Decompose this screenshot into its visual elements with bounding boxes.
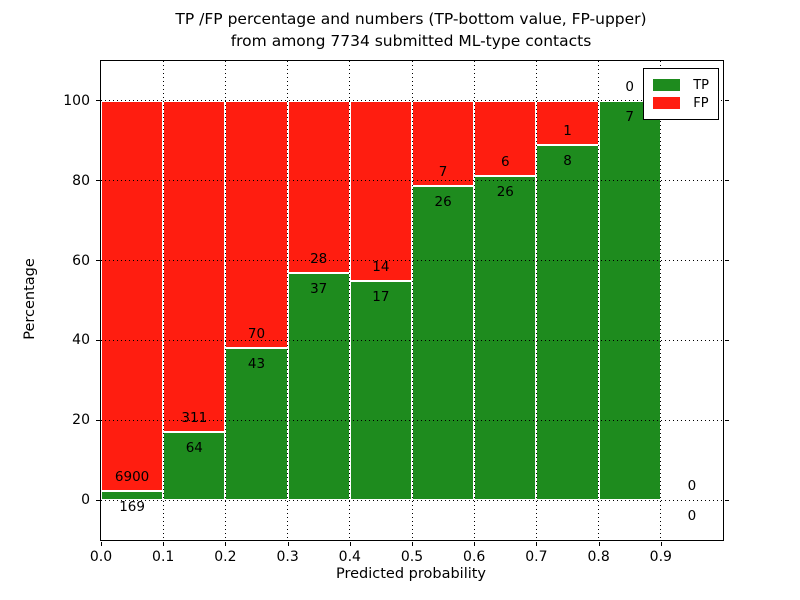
x-tick-mark (349, 542, 351, 546)
x-tick-label: 0.9 (649, 549, 672, 565)
grid-line-vertical (411, 61, 413, 540)
x-tick-label: 0.2 (214, 549, 237, 565)
annotation-tp-count: 37 (310, 280, 328, 297)
y-tick-mark-right (725, 499, 729, 501)
x-tick-label: 0.7 (525, 549, 548, 565)
y-tick-mark-left (96, 339, 100, 341)
y-tick-mark-left (96, 180, 100, 182)
annotation-tp-count: 0 (687, 508, 697, 525)
annotation-fp-count: 14 (372, 259, 390, 276)
annotation-fp-count: 28 (310, 250, 328, 267)
legend-row: TP (652, 78, 709, 92)
bar-tp-segment (598, 100, 661, 501)
bar-tp-segment (474, 175, 537, 501)
x-tick-label: 0.0 (89, 549, 113, 565)
y-tick-mark-right (725, 100, 729, 102)
y-tick-label: 60 (72, 252, 90, 269)
y-tick-label: 80 (72, 172, 90, 189)
chart-title: TP /FP percentage and numbers (TP-bottom… (175, 8, 646, 52)
y-axis-label: Percentage (22, 258, 38, 340)
x-tick-mark (598, 542, 600, 546)
y-tick-mark-right (725, 419, 729, 421)
bar-fp-segment (225, 100, 288, 349)
y-tick-mark-right (725, 260, 729, 262)
y-tick-label: 0 (81, 492, 90, 509)
annotation-tp-count: 8 (563, 153, 572, 170)
bar-tp-segment (349, 281, 412, 501)
y-tick-mark-left (96, 100, 100, 102)
bar-tp-segment (412, 185, 475, 501)
legend-swatch-tp (652, 78, 682, 92)
x-tick-mark (474, 542, 476, 546)
annotation-fp-count: 7 (438, 163, 448, 180)
x-tick-mark (101, 542, 102, 546)
bar-fp-segment (101, 100, 164, 491)
bar-fp-segment (536, 100, 599, 146)
chart-title-line1: TP /FP percentage and numbers (TP-bottom… (175, 10, 647, 28)
annotation-fp-count: 6 (501, 153, 510, 170)
bar-tp-segment (225, 348, 288, 501)
bar-tp-segment (536, 145, 599, 501)
legend-label: TP (693, 77, 709, 93)
x-tick-label: 0.6 (463, 549, 486, 565)
annotation-tp-count: 26 (434, 193, 452, 210)
legend: TP FP (643, 68, 719, 120)
x-axis-label: Predicted probability (335, 566, 487, 582)
x-tick-mark (163, 542, 165, 546)
y-tick-mark-right (725, 180, 729, 182)
x-tick-label: 0.3 (276, 549, 299, 565)
legend-row: FP (652, 96, 709, 110)
y-tick-label: 40 (72, 332, 90, 349)
grid-line-vertical (287, 61, 289, 540)
grid-line-vertical (535, 61, 537, 540)
x-tick-label: 0.1 (152, 549, 175, 565)
y-tick-mark-left (96, 499, 100, 501)
x-tick-mark (287, 542, 289, 546)
x-tick-label: 0.8 (587, 549, 610, 565)
x-tick-mark (536, 542, 538, 546)
chart-title-line2: from among 7734 submitted ML-type contac… (230, 32, 592, 50)
bar-tp-segment (287, 272, 350, 501)
grid-line-vertical (660, 61, 662, 540)
plot-area: TP FP 6900 169 311 64 70 43 28 37 14 17 7 26 6 26 1 8 0 7 0… (100, 60, 724, 541)
annotation-tp-count: 43 (247, 356, 266, 373)
grid-line-vertical (224, 61, 226, 540)
annotation-tp-count: 169 (119, 498, 145, 515)
grid-line-vertical (473, 61, 475, 540)
x-tick-mark (225, 542, 227, 546)
x-tick-mark (660, 542, 662, 546)
bar-fp-segment (474, 100, 537, 176)
y-tick-label: 100 (63, 92, 90, 109)
legend-swatch-fp (652, 96, 682, 110)
annotation-tp-count: 64 (185, 439, 203, 456)
grid-line-vertical (349, 61, 351, 540)
annotation-tp-count: 7 (625, 108, 634, 125)
annotation-fp-count: 70 (247, 326, 266, 343)
annotation-fp-count: 311 (181, 409, 208, 426)
grid-line-vertical (162, 61, 164, 540)
annotation-fp-count: 0 (687, 478, 697, 495)
annotation-fp-count: 1 (563, 123, 572, 140)
y-tick-mark-right (725, 339, 729, 341)
y-tick-label: 20 (72, 412, 90, 429)
legend-label: FP (693, 95, 709, 111)
bar-fp-segment (163, 100, 226, 432)
y-tick-mark-left (96, 260, 100, 262)
annotation-tp-count: 26 (496, 183, 514, 200)
bar-tp-segment (163, 431, 226, 501)
bar-fp-segment (349, 100, 412, 282)
grid-line-vertical (598, 61, 600, 540)
bar-fp-segment (287, 100, 350, 273)
x-tick-label: 0.5 (400, 549, 424, 565)
x-tick-label: 0.4 (338, 549, 361, 565)
x-tick-mark (412, 542, 413, 546)
annotation-fp-count: 0 (625, 78, 634, 95)
y-tick-mark-left (96, 419, 100, 421)
annotation-fp-count: 6900 (114, 468, 150, 485)
annotation-tp-count: 17 (372, 289, 390, 306)
